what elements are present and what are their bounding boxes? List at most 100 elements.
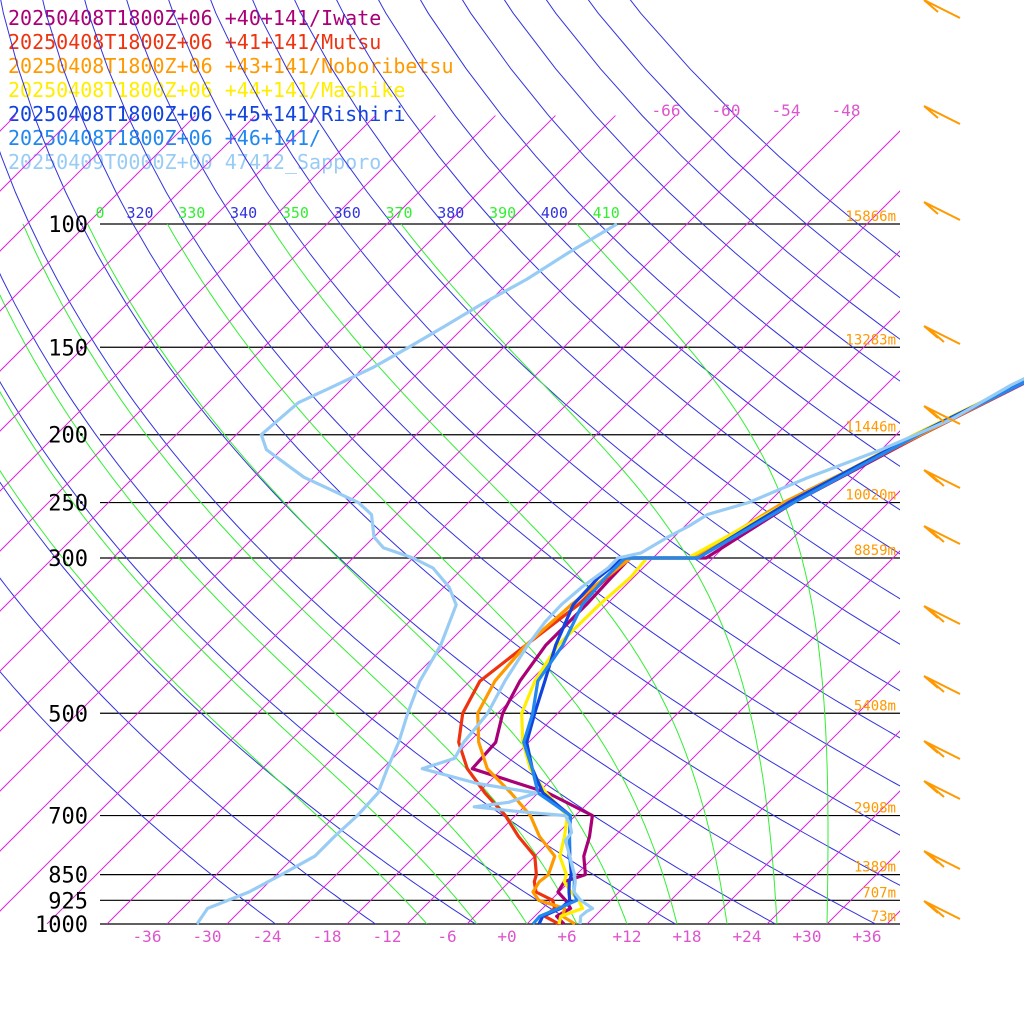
pressure-label: 700: [48, 805, 88, 830]
height-label: 73m: [871, 909, 896, 925]
isotherm-line: [346, 370, 900, 924]
isotherm-line: [0, 115, 376, 492]
legend-entry: 20250408T1800Z+06 +45+141/Rishiri: [8, 102, 406, 126]
plot-frame: [100, 223, 900, 925]
theta-label: 350: [282, 204, 309, 222]
legend-entry: 20250408T1800Z+06 +44+141/Mashike: [8, 78, 406, 102]
dry-adiabat-line: [0, 0, 876, 924]
theta-label: 370: [385, 204, 412, 222]
pressure-label: 100: [48, 213, 88, 238]
wind-barb: [923, 740, 961, 760]
isotherm-line: [0, 115, 136, 252]
temperature-tick-label: +36: [853, 927, 882, 946]
theta-label: 330: [178, 204, 205, 222]
isotherm-line: [706, 730, 900, 924]
moist-adiabat-line: [0, 469, 428, 924]
temperature-tick-label: -36: [133, 927, 162, 946]
temperature-series-line: [457, 380, 1024, 926]
legend-entry: 20250408T1800Z+06 +46+141/: [8, 126, 322, 150]
temperature-tick-label: -30: [193, 927, 222, 946]
wind-barb: [923, 0, 961, 19]
dry-adiabat-line: [629, 0, 900, 258]
dry-adiabat-line: [84, 0, 900, 836]
temperature-tick-label: +6: [557, 927, 576, 946]
wind-barb: [923, 675, 961, 695]
height-label: 15866m: [845, 209, 896, 225]
dry-adiabat-line: [419, 0, 900, 467]
isotherm-line: [0, 115, 256, 372]
dry-adiabat-line: [126, 0, 900, 787]
isotherm-line: [586, 610, 900, 924]
isotherm-line: [947, 116, 1024, 924]
wind-barb: [923, 525, 961, 545]
dry-adiabat-line: [378, 0, 900, 511]
temperature-tick-label: -12: [373, 927, 402, 946]
height-label: 1389m: [854, 860, 896, 876]
dry-adiabat-line: [210, 0, 900, 692]
temperature-tick-label: +12: [613, 927, 642, 946]
theta-label: 320: [126, 204, 153, 222]
dry-adiabat-line: [0, 577, 376, 924]
isotherm-line: [1007, 116, 1024, 924]
temperature-series-line: [470, 381, 1024, 926]
wind-barb: [923, 201, 961, 221]
theta-label: 340: [230, 204, 257, 222]
dry-adiabat-line: [0, 670, 276, 924]
theta-label: 0: [95, 204, 104, 222]
height-label: 707m: [862, 885, 896, 901]
isotherm-label: -60: [712, 101, 741, 120]
dry-adiabat-line: [336, 0, 900, 555]
theta-label: 380: [437, 204, 464, 222]
wind-barb: [923, 850, 961, 870]
isotherm-line: [0, 115, 316, 432]
temperature-tick-label: -24: [253, 927, 282, 946]
wind-barb: [923, 780, 961, 800]
moist-adiabat-line: [268, 223, 728, 924]
wind-barb: [923, 405, 961, 425]
dry-adiabat-line: [0, 381, 576, 924]
temperature-series-line: [525, 379, 1024, 925]
pressure-label: 850: [48, 864, 88, 889]
isotherm-line: [166, 190, 900, 924]
theta-label: 390: [489, 204, 516, 222]
dry-adiabat-line: [294, 0, 900, 600]
isotherm-line: [106, 130, 900, 924]
height-label: 5408m: [854, 698, 896, 714]
isotherm-line: [286, 310, 900, 924]
temperature-series-line: [476, 380, 1024, 926]
pressure-label: 925: [48, 889, 88, 914]
isotherm-line: [0, 115, 796, 912]
height-label: 11446m: [845, 420, 896, 436]
isotherm-line: [0, 115, 16, 132]
isotherm-line: [226, 250, 900, 924]
dry-adiabat-line: [0, 150, 776, 924]
dry-adiabat-line: [252, 0, 900, 645]
theta-label: 410: [593, 204, 620, 222]
dry-adiabat-line: [0, 272, 676, 924]
pressure-label: 250: [48, 492, 88, 517]
wind-barb: [923, 605, 961, 625]
dry-adiabat-line: [42, 0, 900, 886]
wind-barb: [923, 325, 961, 345]
isotherm-line: [0, 115, 496, 612]
theta-label: 400: [541, 204, 568, 222]
wind-barb: [923, 469, 961, 489]
temperature-series-line: [420, 377, 1024, 925]
height-label: 2908m: [854, 801, 896, 817]
pressure-label: 500: [48, 702, 88, 727]
temperature-tick-label: +30: [793, 927, 822, 946]
moist-adiabat-line: [0, 391, 478, 924]
temperature-tick-label: +0: [497, 927, 516, 946]
isotherm-line: [0, 115, 556, 672]
dry-adiabat-line: [503, 0, 900, 382]
isotherm-line: [0, 115, 736, 852]
dry-adiabat-line: [168, 0, 900, 739]
dewpoint-series-line: [195, 222, 618, 925]
moist-adiabat-line: [87, 223, 628, 924]
isotherm-line: [0, 115, 616, 732]
isotherm-line: [0, 115, 676, 792]
background-lines: [0, 0, 1024, 924]
height-label: 10020m: [845, 488, 896, 504]
isotherm-line: [886, 910, 900, 924]
temperature-tick-label: +18: [673, 927, 702, 946]
